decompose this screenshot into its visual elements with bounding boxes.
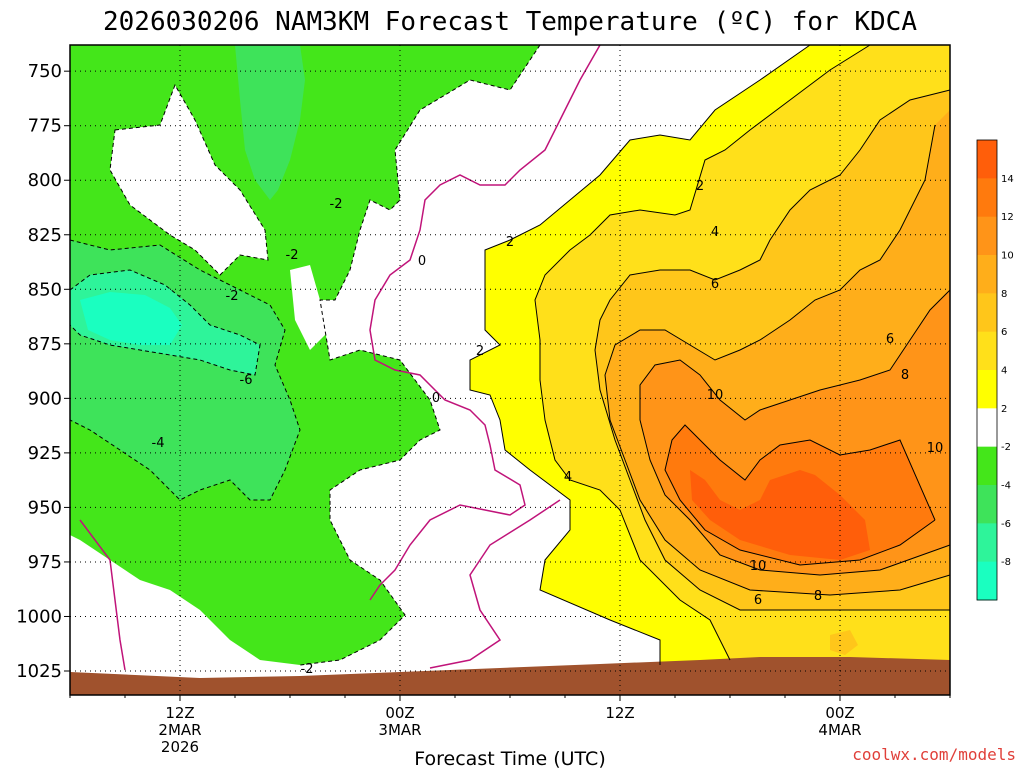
x-axis-label: Forecast Time (UTC) bbox=[414, 748, 605, 768]
zero-contour-line-lower bbox=[429, 499, 561, 669]
y-axis: 750 775 800 825 850 875 900 925 950 975 1000 1025 bbox=[16, 61, 70, 682]
credit-text[interactable]: coolwx.com/models bbox=[852, 745, 1016, 764]
contour-label-minus2: -2 bbox=[301, 662, 314, 677]
x-tick-label: 12Z bbox=[605, 704, 634, 722]
colorbar-tick-label: 12 bbox=[1001, 212, 1014, 223]
contour-label-minus6: -6 bbox=[240, 373, 253, 388]
contour-label-0: 0 bbox=[432, 391, 440, 406]
colorbar-swatch bbox=[977, 561, 997, 601]
contour-labels: 2 2 2 4 4 6 6 6 8 8 10 10 10 0 0 -2 -2 -… bbox=[152, 179, 944, 677]
y-tick-label: 775 bbox=[28, 116, 62, 137]
contour-label-minus2: -2 bbox=[330, 197, 343, 212]
grid-lines bbox=[70, 45, 950, 695]
y-tick-label: 875 bbox=[28, 334, 62, 355]
white-pocket-mid bbox=[290, 265, 330, 350]
contour-10 bbox=[639, 289, 951, 576]
white-pocket-lower-left bbox=[70, 545, 250, 670]
colorbar-frame bbox=[976, 139, 998, 601]
contour-label-8: 8 bbox=[901, 368, 909, 383]
warm-region-14 bbox=[690, 470, 870, 560]
colorbar-swatch bbox=[977, 446, 997, 486]
contour-minus2 bbox=[299, 44, 541, 666]
contour-label-2: 2 bbox=[506, 235, 514, 250]
colorbar-tick-label: 2 bbox=[1001, 404, 1007, 415]
x-tick-label: 4MAR bbox=[818, 721, 861, 739]
cold-region-minus8 bbox=[80, 292, 182, 345]
y-tick-label: 975 bbox=[28, 552, 62, 573]
colorbar-tick-label: 10 bbox=[1001, 251, 1014, 262]
contour-label-2: 2 bbox=[696, 179, 704, 194]
colorbar-swatch bbox=[977, 408, 997, 448]
contour-label-4: 4 bbox=[711, 225, 719, 240]
y-tick-label: 750 bbox=[28, 61, 62, 82]
chart-title: 2026030206 NAM3KM Forecast Temperature (… bbox=[103, 7, 917, 37]
warm-blob-bottom bbox=[830, 630, 858, 655]
x-tick-label: 00Z bbox=[385, 704, 414, 722]
temperature-field bbox=[70, 45, 950, 695]
contour-label-6: 6 bbox=[754, 593, 762, 608]
colorbar-tick-label: -4 bbox=[1001, 481, 1011, 492]
contour-2 bbox=[469, 44, 811, 665]
y-tick-label: 950 bbox=[28, 497, 62, 518]
contour-label-6: 6 bbox=[886, 332, 894, 347]
y-tick-label: 850 bbox=[28, 279, 62, 300]
x-tick-label: 2026 bbox=[161, 738, 199, 756]
contour-minus6 bbox=[69, 269, 261, 376]
x-tick-label: 12Z bbox=[165, 704, 194, 722]
contour-label-minus4: -4 bbox=[152, 436, 165, 451]
colorbar-swatch bbox=[977, 485, 997, 524]
y-tick-label: 925 bbox=[28, 443, 62, 464]
y-tick-label: 900 bbox=[28, 388, 62, 409]
contour-minus4 bbox=[69, 239, 301, 501]
x-tick-label: 2MAR bbox=[158, 721, 201, 739]
warm-blob-right bbox=[548, 375, 585, 420]
contour-label-2: 2 bbox=[476, 344, 484, 359]
white-pocket-upper bbox=[110, 85, 268, 275]
contour-8 bbox=[604, 124, 951, 596]
contour-label-0: 0 bbox=[418, 254, 426, 269]
y-tick-label: 825 bbox=[28, 225, 62, 246]
colorbar-swatch bbox=[977, 178, 997, 218]
cold-region-minus4-upper bbox=[235, 45, 305, 200]
contour-label-minus2: -2 bbox=[286, 248, 299, 263]
colorbar-swatch bbox=[977, 140, 997, 179]
contour-label-10: 10 bbox=[927, 441, 944, 456]
contour-label-4: 4 bbox=[564, 470, 572, 485]
colorbar-swatch bbox=[977, 255, 997, 294]
colorbar: 14 12 10 8 6 4 2 -2 -4 -6 -8 bbox=[976, 139, 1014, 601]
y-tick-label: 1025 bbox=[16, 661, 62, 682]
ground-terrain bbox=[70, 657, 950, 695]
zero-contour-line bbox=[369, 44, 601, 601]
colorbar-tick-label: -6 bbox=[1001, 519, 1011, 530]
colorbar-tick-label: -2 bbox=[1001, 442, 1011, 453]
y-tick-label: 1000 bbox=[16, 606, 62, 627]
contour-label-10: 10 bbox=[707, 388, 724, 403]
contour-label-10: 10 bbox=[750, 559, 767, 574]
contour-label-6: 6 bbox=[711, 277, 719, 292]
zero-contour-line-left bbox=[79, 519, 126, 671]
colorbar-swatch bbox=[977, 293, 997, 333]
x-tick-label: 3MAR bbox=[378, 721, 421, 739]
colorbar-swatch bbox=[977, 370, 997, 409]
contour-minus2-pocket bbox=[109, 83, 269, 276]
contour-label-8: 8 bbox=[814, 589, 822, 604]
y-tick-label: 800 bbox=[28, 170, 62, 191]
colorbar-tick-label: 14 bbox=[1001, 174, 1014, 185]
colorbar-tick-label: 4 bbox=[1001, 366, 1007, 377]
colorbar-swatch bbox=[977, 331, 997, 371]
colorbar-tick-label: 8 bbox=[1001, 289, 1007, 300]
colorbar-swatch bbox=[977, 216, 997, 256]
colorbar-tick-label: 6 bbox=[1001, 327, 1007, 338]
contour-label-minus2: -2 bbox=[226, 289, 239, 304]
x-tick-label: 00Z bbox=[825, 704, 854, 722]
colorbar-swatch bbox=[977, 523, 997, 563]
colorbar-tick-label: -8 bbox=[1001, 557, 1011, 568]
